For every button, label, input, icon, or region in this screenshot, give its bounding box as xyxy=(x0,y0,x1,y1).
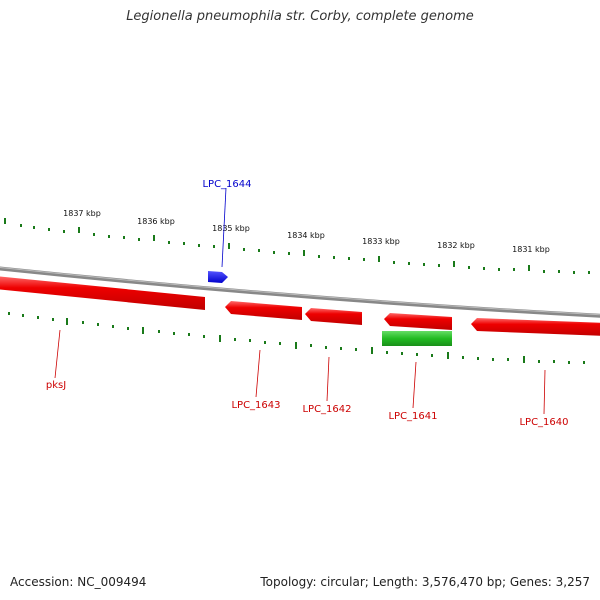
gene-label-lpc-1641: LPC_1641 xyxy=(388,411,437,422)
gene-lpc-1641[interactable] xyxy=(384,313,452,330)
genome-backbone xyxy=(0,266,600,318)
tick-label: 1832 kbp xyxy=(437,241,475,250)
gene-lpc-1642[interactable] xyxy=(305,308,362,325)
gene-label-lpc-1640: LPC_1640 xyxy=(519,417,568,428)
tick-label: 1835 kbp xyxy=(212,224,250,233)
accession-text: Accession: NC_009494 xyxy=(10,575,147,589)
gene-lpc-1643[interactable] xyxy=(225,301,302,320)
tick-label: 1834 kbp xyxy=(287,231,325,240)
tick-label: 1837 kbp xyxy=(63,209,101,218)
inner-tick-ring xyxy=(8,312,585,364)
gene-label-pksj: pksJ xyxy=(46,380,66,391)
gene-pksj[interactable] xyxy=(0,276,205,310)
gene-label-lpc-1642: LPC_1642 xyxy=(302,404,351,415)
genome-title: Legionella pneumophila str. Corby, compl… xyxy=(126,9,474,24)
gene-label-lpc-1644: LPC_1644 xyxy=(202,179,251,190)
gene-lpc-1644[interactable] xyxy=(208,271,228,283)
tick-label: 1831 kbp xyxy=(512,245,550,254)
gene-feature-green[interactable] xyxy=(382,331,452,346)
genome-summary: Topology: circular; Length: 3,576,470 bp… xyxy=(260,575,590,589)
tick-label: 1833 kbp xyxy=(362,237,400,246)
gene-lpc-1640[interactable] xyxy=(471,318,600,336)
tick-label: 1836 kbp xyxy=(137,217,175,226)
reverse-genes xyxy=(0,276,600,336)
outer-tick-ring xyxy=(4,218,590,274)
gene-label-lpc-1643: LPC_1643 xyxy=(231,400,280,411)
